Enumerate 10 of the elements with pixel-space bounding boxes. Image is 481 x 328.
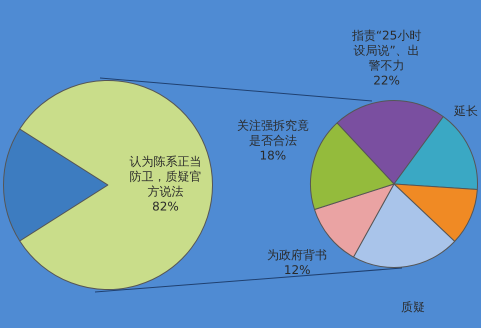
slice-label: 质疑 [401, 300, 426, 314]
slice-label: 为政府背书 [267, 248, 328, 262]
data-label: 12% [284, 263, 311, 278]
slice-label: 指责“25小时设局说”、出警不力 [350, 28, 422, 73]
data-label: 18% [259, 148, 286, 163]
data-label: 22% [373, 74, 400, 88]
slice-label: 认为陈系正当防卫，质疑官方说法 [129, 154, 202, 199]
slice-label: 关注强拆究竟是否合法 [236, 118, 309, 148]
slice-label: 延长 [453, 104, 478, 118]
data-label: 82% [152, 200, 179, 214]
